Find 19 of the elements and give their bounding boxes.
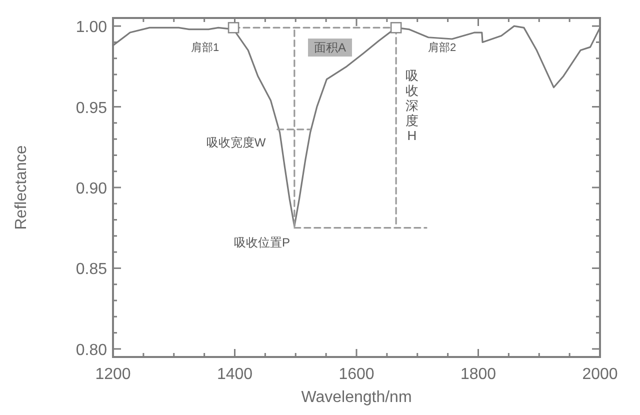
annotation: 吸收宽度W <box>206 136 266 150</box>
x-tick-label: 1800 <box>460 366 496 383</box>
x-tick-label: 1400 <box>216 366 253 383</box>
annotation: 吸收深度H <box>406 68 418 143</box>
annotation: 面积A <box>314 40 346 55</box>
annotation: 面积A <box>308 38 352 57</box>
y-tick-label: 1.00 <box>76 19 108 36</box>
x-tick-label: 2000 <box>582 366 618 383</box>
annotation: 吸收位置P <box>234 236 290 250</box>
annotation: 肩部1 <box>190 42 220 54</box>
y-tick-label: 0.80 <box>76 342 108 359</box>
y-tick-label: 0.90 <box>76 180 108 198</box>
x-tick-label: 1200 <box>95 366 131 383</box>
annotation: 肩部2 <box>428 42 456 54</box>
ylabel: Reflectance <box>13 145 30 230</box>
x-tick-label: 1600 <box>338 366 374 383</box>
y-tick-label: 0.95 <box>76 100 108 117</box>
xlabel: Wavelength/nm <box>301 389 412 406</box>
y-tick-label: 0.85 <box>76 261 108 278</box>
